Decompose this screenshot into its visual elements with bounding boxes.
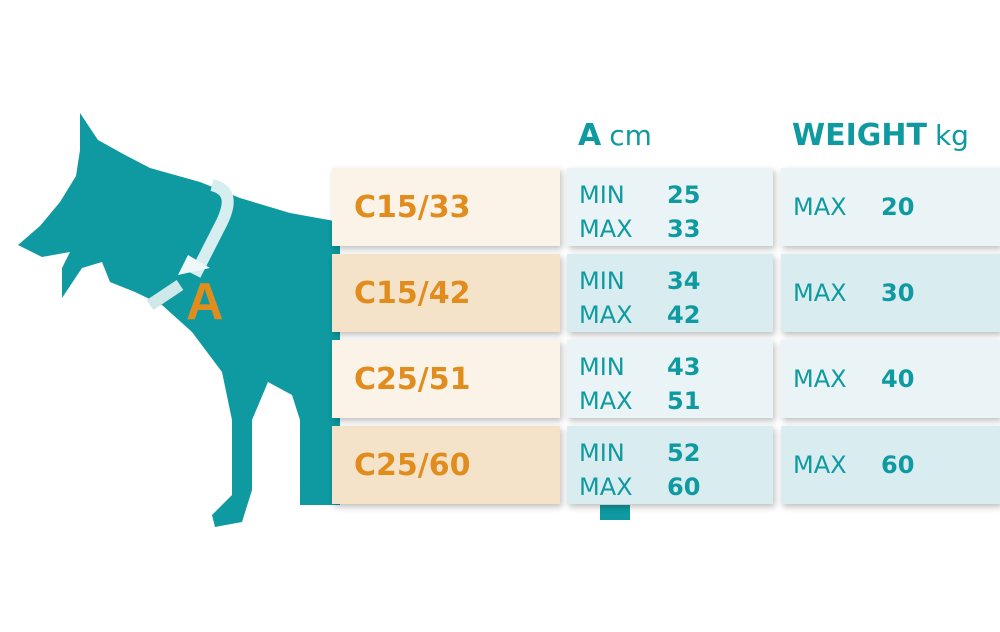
size-code: C25/51	[354, 361, 471, 397]
weight-kg-header: WEIGHT kg	[792, 118, 969, 153]
max-value: 51	[667, 387, 701, 415]
size-code: C15/33	[354, 189, 471, 225]
weight-cell: MAX 20	[781, 168, 1000, 246]
min-value: 43	[667, 353, 701, 381]
weight-cell: MAX 30	[781, 254, 1000, 332]
size-cell: C25/51	[332, 340, 560, 418]
neck-range-cell: MIN 34 MAX 42	[567, 254, 773, 332]
min-label: MIN	[579, 267, 625, 295]
max-label: MAX	[579, 301, 633, 329]
max-label: MAX	[579, 387, 633, 415]
min-label: MIN	[579, 181, 625, 209]
min-value: 34	[667, 267, 701, 295]
size-cell: C15/42	[332, 254, 560, 332]
weight-cell: MAX 40	[781, 340, 1000, 418]
max-value: 33	[667, 215, 701, 243]
min-label: MIN	[579, 439, 625, 467]
max-label: MAX	[579, 473, 633, 501]
weight-max-label: MAX	[793, 365, 847, 393]
min-value: 52	[667, 439, 701, 467]
neck-range-cell: MIN 52 MAX 60	[567, 426, 773, 504]
weight-value: 60	[881, 451, 915, 479]
weight-value: 40	[881, 365, 915, 393]
max-value: 60	[667, 473, 701, 501]
weight-value: 30	[881, 279, 915, 307]
neck-range-cell: MIN 43 MAX 51	[567, 340, 773, 418]
size-code: C25/60	[354, 447, 471, 483]
size-cell: C25/60	[332, 426, 560, 504]
measurement-a-label: A	[186, 273, 224, 331]
min-value: 25	[667, 181, 701, 209]
weight-max-label: MAX	[793, 451, 847, 479]
neck-range-cell: MIN 25 MAX 33	[567, 168, 773, 246]
weight-max-label: MAX	[793, 193, 847, 221]
max-value: 42	[667, 301, 701, 329]
weight-max-label: MAX	[793, 279, 847, 307]
dog-body	[18, 113, 630, 527]
weight-value: 20	[881, 193, 915, 221]
collar-arrow-icon	[146, 179, 234, 310]
size-cell: C15/33	[332, 168, 560, 246]
weight-cell: MAX 60	[781, 426, 1000, 504]
size-code: C15/42	[354, 275, 471, 311]
min-label: MIN	[579, 353, 625, 381]
max-label: MAX	[579, 215, 633, 243]
